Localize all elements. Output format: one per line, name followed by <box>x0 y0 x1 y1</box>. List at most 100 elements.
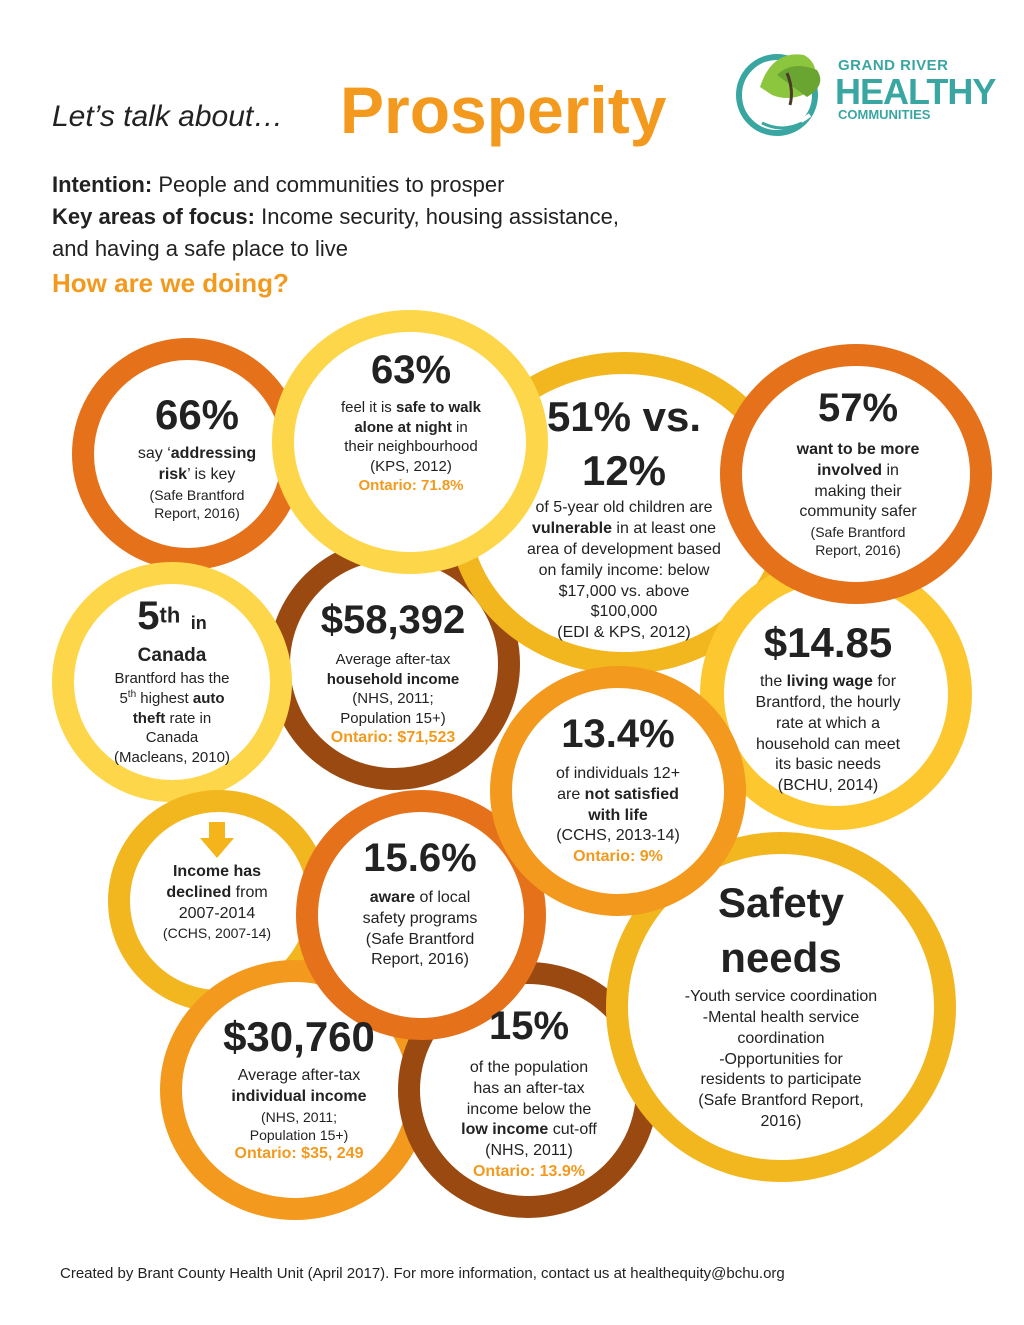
stat-156-value: 15.6% <box>363 836 477 880</box>
stat-15-value: 15% <box>488 1004 570 1048</box>
safety-title2: needs <box>720 933 842 981</box>
stat-5th-source: (Macleans, 2010) <box>114 748 230 766</box>
stat-5th-line1: Brantford has the <box>114 669 230 687</box>
stat-156-line4: Report, 2016) <box>371 951 469 969</box>
logo-text-communities: COMMUNITIES <box>838 107 931 122</box>
stat-51-line3: area of development based <box>527 540 721 558</box>
stat-30760-line4: Population 15+) <box>249 1126 349 1143</box>
footer-credit: Created by Brant County Health Unit (Apr… <box>60 1265 785 1282</box>
stat-15: 15% of the population has an after-tax i… <box>444 1004 614 1183</box>
stat-5th-line2: 5th highest auto <box>119 689 225 708</box>
stat-58392-line1: Average after-tax <box>335 651 451 668</box>
stat-51-line4: on family income: below <box>538 561 710 579</box>
stat-66-value: 66% <box>154 391 240 438</box>
leaf-logo-icon <box>736 54 821 136</box>
stat-income-line1: Income has <box>172 863 262 880</box>
stat-1485-source: (BCHU, 2014) <box>777 777 879 795</box>
stat-57-line1: want to be more <box>796 441 920 458</box>
focus-text: Income security, housing assistance, <box>261 204 619 229</box>
intention-text: People and communities to prosper <box>158 172 505 197</box>
stat-51-line6: $100,000 <box>590 603 658 621</box>
stat-income-line2: declined from <box>166 883 268 901</box>
stat-134-line3: with life <box>588 806 648 824</box>
stat-30760: $30,760 Average after-tax individual inc… <box>204 1013 394 1165</box>
down-arrow-icon <box>200 822 234 858</box>
stat-15-line3: income below the <box>466 1100 592 1118</box>
stat-63-value: 63% <box>370 348 452 392</box>
stat-15-line1: of the population <box>469 1059 589 1076</box>
stat-58392-line3: (NHS, 2011; <box>352 690 434 707</box>
stat-134-line2: are not satisfied <box>557 785 679 803</box>
stat-30760-line3: (NHS, 2011; <box>261 1108 337 1125</box>
stat-134-line4: (CCHS, 2013-14) <box>556 827 680 845</box>
stat-57: 57% want to be more involved in making t… <box>766 386 950 560</box>
stat-156: 15.6% aware of local safety programs (Sa… <box>330 836 510 971</box>
stat-57-line4: community safer <box>799 503 917 521</box>
stat-1485-line4: household can meet <box>755 735 901 753</box>
stat-1485-line1: the living wage for <box>759 673 897 691</box>
stat-51-line1: of 5-year old children are <box>535 499 713 517</box>
stat-30760-value: $30,760 <box>223 1013 375 1060</box>
stat-30760-ontario: Ontario: $35, 249 <box>234 1145 364 1163</box>
stat-51-value2: 12% <box>581 447 667 495</box>
stat-63-line2: alone at night in <box>354 418 468 436</box>
stat-134: 13.4% of individuals 12+ are not satisfi… <box>532 712 704 868</box>
stat-5th-canada: Canada <box>137 645 207 666</box>
stat-15-line4: low income cut-off <box>461 1121 597 1139</box>
stat-156-line2: safety programs <box>362 909 478 927</box>
stat-66-line1: say ‘addressing <box>137 445 257 463</box>
stat-57-line3: making their <box>814 482 902 500</box>
stat-30760-line2: individual income <box>231 1087 367 1105</box>
stat-income-line3: 2007-2014 <box>178 904 256 922</box>
circle-57 <box>720 344 992 604</box>
stat-63: 63% feel it is safe to walk alone at nig… <box>316 348 506 496</box>
stat-66-source1: (Safe Brantford <box>149 486 245 503</box>
stat-51: 51% vs. 12% of 5-year old children are v… <box>506 393 742 644</box>
intention-label: Intention: <box>52 172 153 197</box>
stat-safety-needs: Safety needs -Youth service coordination… <box>660 876 902 1133</box>
stat-134-value: 13.4% <box>561 712 675 756</box>
header-lead: Let’s talk about… <box>52 100 284 133</box>
stat-5th-line3: theft rate in <box>132 709 212 727</box>
stat-1485-line5: its basic needs <box>775 756 881 774</box>
stat-66-line2: risk’ is key <box>158 465 236 483</box>
stat-156-line1: aware of local <box>369 889 471 906</box>
stat-63-ontario: Ontario: 71.8% <box>358 477 464 494</box>
stat-63-line3: their neighbourhood <box>344 438 478 455</box>
stat-1485-line3: rate at which a <box>775 714 881 732</box>
stat-5th-line4: Canada <box>145 729 199 747</box>
stat-58392-ontario: Ontario: $71,523 <box>330 729 456 746</box>
stat-income-source: (CCHS, 2007-14) <box>162 925 272 942</box>
stat-58392-line4: Population 15+) <box>340 709 446 727</box>
stat-51-line7: (EDI & KPS, 2012) <box>557 624 691 642</box>
stat-5th-heading: 5th in <box>137 594 207 638</box>
logo-text-healthy: HEALTHY <box>835 71 996 112</box>
safety-line5: residents to participate <box>700 1071 862 1089</box>
stat-57-source2: Report, 2016) <box>815 542 901 559</box>
stat-1485-line2: Brantford, the hourly <box>755 693 901 711</box>
stat-57-source1: (Safe Brantford <box>810 524 906 541</box>
stat-63-line1: feel it is safe to walk <box>340 399 482 416</box>
stat-15-line2: has an after-tax <box>473 1079 585 1097</box>
stat-57-line2: involved in <box>817 461 899 479</box>
stat-156-line3: (Safe Brantford <box>365 930 475 948</box>
stat-51-value1: 51% vs. <box>546 393 702 440</box>
stat-15-line5: (NHS, 2011) <box>485 1142 573 1160</box>
page-title: Prosperity <box>340 73 667 147</box>
stat-134-line1: of individuals 12+ <box>555 765 681 782</box>
stat-58392: $58,392 Average after-tax household inco… <box>302 598 484 749</box>
focus-line: Key areas of focus: Income security, hou… <box>52 204 619 230</box>
intention-line: Intention: People and communities to pro… <box>52 172 504 198</box>
section-question: How are we doing? <box>52 268 289 298</box>
stat-income-declined: Income has declined from 2007-2014 (CCHS… <box>142 862 292 943</box>
stat-30760-line1: Average after-tax <box>237 1067 361 1085</box>
logo-text-grand-river: GRAND RIVER <box>838 57 949 74</box>
safety-line6: (Safe Brantford Report, <box>698 1092 864 1110</box>
stat-134-ontario: Ontario: 9% <box>573 848 663 866</box>
safety-line3: coordination <box>737 1029 825 1047</box>
stat-51-line2: vulnerable in at least one <box>531 520 717 538</box>
stat-1485: $14.85 the living wage for Brantford, th… <box>740 619 916 797</box>
stat-58392-line2: household income <box>326 670 460 688</box>
safety-line1: -Youth service coordination <box>684 988 878 1006</box>
stat-51-line5: $17,000 vs. above <box>558 582 690 600</box>
